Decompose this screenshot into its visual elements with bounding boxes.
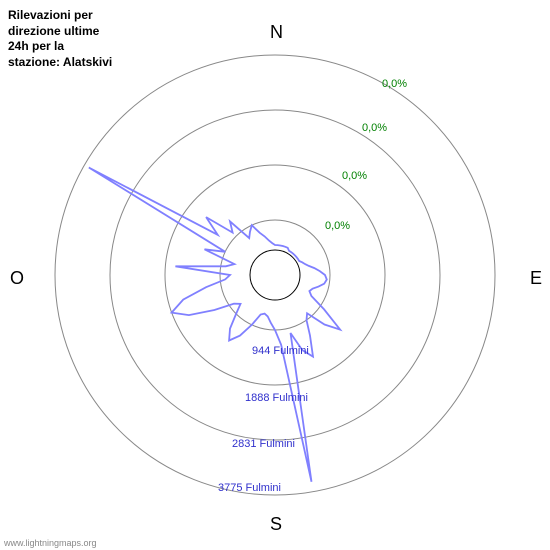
footer-credit: www.lightningmaps.org [4, 538, 97, 548]
count-label-2: 2831 Fulmini [232, 438, 295, 450]
count-label-0: 944 Fulmini [252, 345, 309, 357]
count-label-1: 1888 Fulmini [245, 392, 308, 404]
ring-label-1: 0,0% [342, 170, 367, 182]
cardinal-o: O [10, 268, 24, 289]
ring-label-0: 0,0% [325, 220, 350, 232]
ring-label-3: 0,0% [382, 78, 407, 90]
rose-line [89, 168, 340, 482]
polar-chart [0, 0, 550, 550]
cardinal-e: E [530, 268, 542, 289]
cardinal-s: S [270, 514, 282, 535]
ring-label-2: 0,0% [362, 122, 387, 134]
chart-title: Rilevazioni per direzione ultime 24h per… [8, 8, 118, 70]
count-label-3: 3775 Fulmini [218, 482, 281, 494]
cardinal-n: N [270, 22, 283, 43]
center-hole [250, 250, 300, 300]
